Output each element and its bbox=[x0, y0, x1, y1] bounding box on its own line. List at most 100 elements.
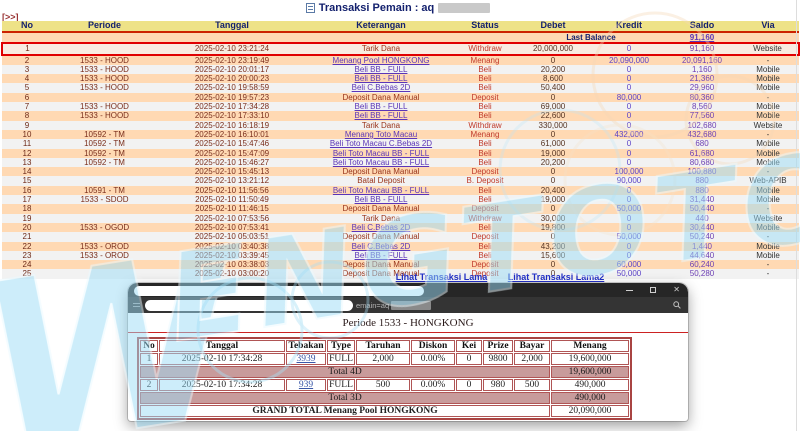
cell-saldo: 29,960 bbox=[667, 83, 737, 93]
cell-tanggal: 2025-02-10 20:00:23 bbox=[157, 74, 307, 84]
back-link[interactable]: [>>] bbox=[2, 12, 19, 22]
cell-kredit: 20,090,000 bbox=[591, 54, 667, 65]
cell-debet: 0 bbox=[515, 204, 591, 214]
cell-no: 10 bbox=[2, 129, 52, 140]
cell-tanggal: 2025-02-10 03:38:03 bbox=[157, 260, 307, 270]
red-divider bbox=[128, 332, 688, 333]
cell-saldo: 50,240 bbox=[667, 232, 737, 242]
cell-no: 3 bbox=[2, 64, 52, 75]
bet-cell-prize: 980 bbox=[483, 379, 513, 391]
bet-cell-no: 2 bbox=[140, 379, 158, 391]
keterangan-link[interactable]: Beli C.Bebas 2D bbox=[351, 222, 411, 232]
keterangan-text: Deposit Dana Manual bbox=[342, 92, 420, 102]
cell-via: Mobile bbox=[737, 222, 799, 233]
cell-no: 21 bbox=[2, 232, 52, 242]
keterangan-text: Deposit Dana Manual bbox=[342, 232, 420, 242]
cell-periode bbox=[52, 92, 157, 103]
cell-tanggal: 2025-02-10 19:58:59 bbox=[157, 83, 307, 93]
tebakan-link[interactable]: 939 bbox=[298, 380, 314, 390]
cell-tanggal: 2025-02-10 11:46:15 bbox=[157, 204, 307, 214]
keterangan-link[interactable]: Beli Toto Macau BB - FULL bbox=[332, 185, 430, 195]
minimize-icon[interactable] bbox=[626, 289, 634, 291]
column-header-saldo: Saldo bbox=[667, 21, 737, 33]
cell-kredit: 0 bbox=[591, 185, 667, 196]
cell-no: 18 bbox=[2, 204, 52, 214]
close-icon[interactable]: ✕ bbox=[673, 285, 680, 294]
popup-heading: Periode 1533 - HONGKONG bbox=[342, 317, 474, 329]
redacted-url-suffix bbox=[391, 300, 432, 310]
cell-tanggal: 2025-02-10 11:56:56 bbox=[157, 185, 307, 196]
maximize-icon[interactable] bbox=[650, 287, 657, 293]
keterangan-link[interactable]: Beli BB - FULL bbox=[354, 64, 408, 74]
cell-saldo: 1,440 bbox=[667, 241, 737, 251]
cell-via: Mobile bbox=[737, 139, 799, 149]
cell-debet: 15,600 bbox=[515, 250, 591, 261]
transaction-row: 16 10591 - TM 2025-02-10 11:56:56 Beli Toto… bbox=[2, 185, 799, 196]
cell-no: 1 bbox=[1, 42, 52, 56]
last-balance-spacer bbox=[2, 32, 515, 44]
cell-periode: 1533 - OROD bbox=[52, 241, 157, 251]
cell-saldo: 440 bbox=[667, 213, 737, 223]
page-title-row: Transaksi Pemain : aq bbox=[0, 2, 796, 16]
redacted-username bbox=[438, 3, 491, 13]
bet-column-header-prize: Prize bbox=[483, 340, 513, 352]
keterangan-link[interactable]: Beli BB - FULL bbox=[354, 102, 408, 112]
cell-tanggal: 2025-02-10 03:00:20 bbox=[157, 269, 307, 279]
transaction-row: 11 10592 - TM 2025-02-10 15:47:46 Beli Toto… bbox=[2, 139, 799, 149]
cell-kredit: 0 bbox=[591, 64, 667, 75]
cell-periode: 10591 - TM bbox=[52, 185, 157, 196]
cell-saldo: 102,680 bbox=[667, 120, 737, 130]
bet-header-row: No Tanggal Tebakan Type Taruhan Diskon Kei Priz… bbox=[140, 340, 629, 352]
last-balance-row: Last Balance 91,160 bbox=[2, 32, 799, 44]
cell-status: Deposit bbox=[455, 232, 515, 242]
cell-debet: 61,000 bbox=[515, 139, 591, 149]
cell-debet: 0 bbox=[515, 92, 591, 103]
bet-cell-taruhan: 500 bbox=[356, 379, 410, 391]
cell-kredit: 50,000 bbox=[591, 269, 667, 279]
cell-debet: 0 bbox=[515, 129, 591, 140]
keterangan-text: Deposit Dana Manual bbox=[342, 204, 420, 214]
cell-tanggal: 2025-02-10 07:53:41 bbox=[157, 222, 307, 233]
total-label: Total 3D bbox=[140, 392, 550, 404]
keterangan-link[interactable]: Beli C.Bebas 2D bbox=[351, 241, 411, 251]
keterangan-link[interactable]: Menang Toto Macau bbox=[344, 129, 418, 139]
keterangan-link[interactable]: Beli BB - FULL bbox=[354, 111, 408, 121]
cell-via: - bbox=[737, 204, 799, 214]
keterangan-link[interactable]: Beli BB - FULL bbox=[354, 250, 408, 260]
cell-periode bbox=[52, 167, 157, 177]
link-lihat-transaksi-lama2[interactable]: Lihat Transaksi Lama2 bbox=[507, 272, 605, 282]
header-row: No Periode Tanggal Keterangan Status Debet Kre… bbox=[2, 21, 799, 33]
cell-saldo: 31,440 bbox=[667, 195, 737, 205]
cell-tanggal: 2025-02-10 15:45:13 bbox=[157, 167, 307, 177]
keterangan-link[interactable]: Menang Pool HONGKONG bbox=[332, 55, 430, 65]
cell-keterangan: Batal Deposit bbox=[307, 176, 455, 186]
keterangan-link[interactable]: Beli BB - FULL bbox=[354, 195, 408, 205]
keterangan-link[interactable]: Beli Toto Macau BB - FULL bbox=[332, 148, 430, 158]
column-header-periode: Periode bbox=[52, 21, 157, 33]
tebakan-link[interactable]: 3939 bbox=[296, 354, 316, 364]
cell-tanggal: 2025-02-10 16:10:01 bbox=[157, 129, 307, 140]
cell-keterangan: Deposit Dana Manual bbox=[307, 269, 455, 279]
cell-no: 23 bbox=[2, 250, 52, 261]
cell-no: 6 bbox=[2, 92, 52, 103]
popup-titlebar[interactable]: ✕ bbox=[128, 283, 688, 297]
cell-status: Menang bbox=[455, 129, 515, 140]
keterangan-link[interactable]: Beli Toto Macau BB - FULL bbox=[332, 157, 430, 167]
cell-kredit: 50,000 bbox=[591, 232, 667, 242]
menu-icon[interactable] bbox=[133, 302, 140, 309]
bet-detail-table: No Tanggal Tebakan Type Taruhan Diskon Kei Priz… bbox=[137, 337, 632, 420]
bet-cell-prize: 9800 bbox=[483, 353, 513, 365]
popup-urlbar[interactable]: emain=aq bbox=[128, 297, 688, 313]
zoom-icon[interactable] bbox=[673, 301, 681, 309]
total-row: Total 4D 19,600,000 bbox=[140, 366, 629, 378]
cell-kredit: 0 bbox=[591, 102, 667, 112]
keterangan-link[interactable]: Beli Toto Macau C.Bebas 2D bbox=[329, 139, 433, 149]
keterangan-link[interactable]: Beli BB - FULL bbox=[354, 74, 408, 84]
keterangan-link[interactable]: Beli C.Bebas 2D bbox=[351, 83, 411, 93]
total-row: Total 3D 490,000 bbox=[140, 392, 629, 404]
link-lihat-transaksi-lama[interactable]: Lihat Transaksi Lama bbox=[395, 272, 488, 282]
cell-via: - bbox=[737, 232, 799, 242]
cell-saldo: 50,440 bbox=[667, 204, 737, 214]
transaction-row: 18 2025-02-10 11:46:15 Deposit Dana Manual… bbox=[2, 204, 799, 214]
cell-periode: 1533 - HOOD bbox=[52, 102, 157, 112]
